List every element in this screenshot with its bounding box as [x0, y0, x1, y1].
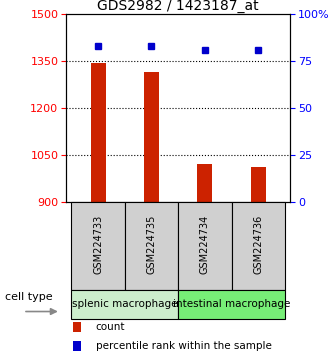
Text: percentile rank within the sample: percentile rank within the sample: [96, 341, 272, 351]
Text: GSM224733: GSM224733: [93, 215, 103, 274]
Bar: [144, 72, 159, 202]
Text: GSM224735: GSM224735: [147, 215, 156, 274]
Bar: [251, 167, 266, 202]
Bar: [71, 290, 178, 319]
Text: GSM224736: GSM224736: [253, 215, 263, 274]
Text: cell type: cell type: [5, 291, 53, 302]
Text: count: count: [96, 322, 125, 332]
Text: GSM224734: GSM224734: [200, 215, 210, 274]
Bar: [178, 290, 285, 319]
Title: GDS2982 / 1423187_at: GDS2982 / 1423187_at: [97, 0, 259, 13]
Bar: [71, 202, 125, 290]
Bar: [90, 63, 106, 202]
Bar: [73, 322, 81, 332]
Text: splenic macrophage: splenic macrophage: [72, 299, 178, 309]
Bar: [232, 202, 285, 290]
Bar: [178, 202, 232, 290]
Bar: [125, 202, 178, 290]
Text: intestinal macrophage: intestinal macrophage: [173, 299, 290, 309]
Bar: [197, 164, 213, 202]
Bar: [73, 341, 81, 351]
